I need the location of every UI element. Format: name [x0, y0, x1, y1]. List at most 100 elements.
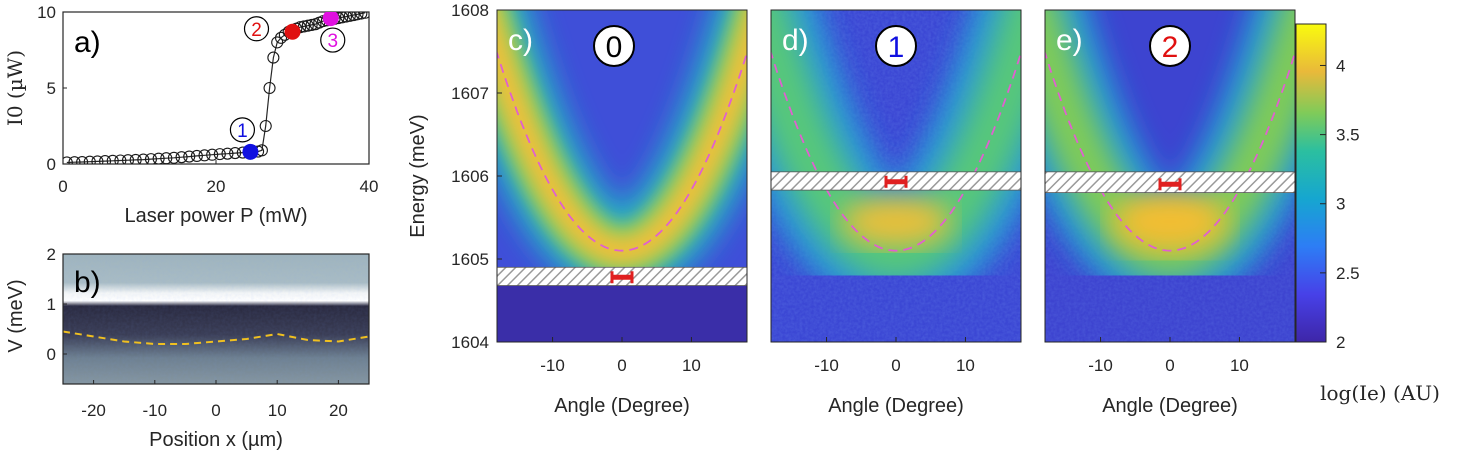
panel-d-dispersion-curve: [771, 50, 1021, 252]
colorbar-gradient: [1295, 23, 1327, 343]
panel-d-xlabel: Angle (Degree): [828, 395, 964, 417]
panel-a-xtick-label: 0: [58, 177, 67, 196]
panel-a-data-point: [297, 20, 311, 33]
panel-e-error-bar: [1158, 178, 1182, 191]
panel-c-xlabel: Angle (Degree): [554, 395, 690, 417]
panel-a-data-point: [68, 156, 81, 164]
panel-a-data-point: [221, 147, 234, 160]
panel-a-highlight-label: 1: [237, 121, 248, 142]
panel-c-label: c): [508, 24, 533, 57]
panel-b-xtick-label: 10: [268, 401, 287, 420]
panel-a-data-point: [351, 12, 364, 21]
panel-c-circle-marker: [593, 25, 635, 67]
panel-b-ytick-label: 1: [47, 295, 56, 314]
panel-a-series: [63, 12, 369, 164]
panel-e-xtick-label: 10: [1230, 356, 1249, 375]
panel-c-ylabel: Energy (meV): [407, 114, 429, 237]
panel-a-highlight-badge: [243, 16, 270, 42]
panel-d-xtick-label: 10: [956, 356, 975, 375]
panel-b-chart: -20 -10 0 10 20 0 1 2 b) Position x (µm) V (meV…: [5, 245, 370, 451]
panel-a-data-point: [263, 81, 276, 95]
panel-b-texture: [63, 254, 369, 384]
panel-a-data-point: [206, 148, 219, 161]
panel-a-ticks: 0 20 40 0 5 10: [37, 3, 378, 196]
panel-a-data-point: [106, 154, 119, 164]
panel-c-ytick-label: 1605: [451, 250, 489, 269]
panel-a-highlight-point: [242, 143, 259, 160]
colorbar: 2 2.5 3 3.5 4 log(Ie) (AU): [1295, 23, 1440, 405]
panel-c-circle-label: 0: [606, 31, 623, 64]
panel-a-highlight-point: [322, 12, 339, 27]
panel-d-error-bar: [884, 175, 908, 188]
panel-d-ticks: -10 0 10: [814, 337, 975, 375]
panel-c-heatmap: [497, 10, 747, 342]
panel-a-highlight-point: [284, 23, 301, 40]
panel-e-xlabel: Angle (Degree): [1102, 395, 1238, 417]
panel-d-circle-label: 1: [888, 31, 905, 64]
panel-a-data-point: [229, 147, 242, 160]
panel-a-data-point: [129, 153, 142, 164]
panel-a-highlight-badge: [320, 27, 346, 53]
panel-a-axes-box: [62, 11, 370, 165]
panel-a-data-point: [144, 153, 158, 164]
panel-e-label: e): [1056, 24, 1083, 57]
panel-e-heatmap: [1045, 10, 1295, 342]
panel-a-data-point: [76, 155, 89, 164]
panel-a-highlight-label: 2: [251, 20, 262, 41]
panel-b-xtick-label: -20: [81, 401, 106, 420]
panel-a-data-point: [175, 151, 188, 164]
panel-a-data-point: [121, 154, 135, 164]
colorbar-tick-label: 3: [1336, 195, 1345, 214]
panel-a-data-point: [198, 149, 211, 162]
panel-a-data-point: [160, 152, 173, 164]
panel-a-ytick-label: 5: [47, 79, 56, 98]
panel-b-xtick-label: 0: [211, 401, 220, 420]
panel-e-xtick-label: -10: [1088, 356, 1113, 375]
colorbar-label: log(Ie) (AU): [1320, 381, 1440, 405]
panel-a-data-point: [340, 12, 353, 23]
panel-a-data-point: [152, 152, 165, 164]
colorbar-tick-label: 3.5: [1336, 126, 1360, 145]
panel-e-circle-marker: [1149, 25, 1191, 67]
colorbar-ticks: 2 2.5 3 3.5 4: [1320, 56, 1360, 352]
panel-a-data-point: [271, 36, 284, 49]
panel-b-ylabel: V (meV): [5, 279, 27, 352]
panel-a-ylabel: I0 (µW): [3, 50, 27, 126]
panel-c-xtick-label: 0: [617, 356, 626, 375]
panel-d-xtick-label: 0: [891, 356, 900, 375]
panel-a-ytick-label: 10: [37, 3, 56, 22]
panel-a-data-point: [83, 155, 96, 164]
panel-c-ticks: -10 0 10 1604 1605 1606 1607 1608: [451, 1, 701, 375]
panel-a-xtick-label: 20: [207, 177, 226, 196]
panel-d-xtick-label: -10: [814, 356, 839, 375]
panel-a-data-point: [259, 119, 272, 133]
panel-a-data-point: [167, 151, 180, 164]
colorbar-tick-label: 4: [1336, 56, 1345, 75]
panel-c-ytick-label: 1604: [451, 333, 489, 352]
panel-c-dispersion-curve: [497, 50, 747, 252]
panel-a-data-point: [114, 154, 127, 164]
panel-a-data-point: [305, 18, 318, 31]
panel-a-xlabel: Laser power P (mW): [124, 205, 307, 227]
panel-c-xtick-label: 10: [682, 356, 701, 375]
panel-d-circle-marker: [875, 25, 917, 67]
panel-a-data-point: [183, 150, 196, 163]
panel-a-highlight-label: 3: [327, 31, 338, 52]
panel-e-xtick-label: 0: [1165, 356, 1174, 375]
panel-a-ytick-label: 0: [47, 155, 56, 174]
panel-b-xtick-label: 20: [329, 401, 348, 420]
colorbar-tick-label: 2: [1336, 333, 1345, 352]
panel-b-label: b): [74, 266, 101, 299]
panel-a-data-point: [359, 12, 369, 19]
panel-a-data-point: [347, 12, 360, 22]
panel-a-data-point: [301, 19, 314, 32]
panel-e-circle-label: 2: [1162, 31, 1179, 64]
colorbar-tick-label: 2.5: [1336, 264, 1360, 283]
panel-e-ticks: -10 0 10: [1088, 337, 1249, 375]
panel-b-ytick-label: 0: [47, 345, 56, 364]
panel-a-data-point: [267, 51, 280, 64]
panel-b-ytick-label: 2: [47, 245, 56, 264]
panel-b-xtick-label: -10: [143, 401, 168, 420]
